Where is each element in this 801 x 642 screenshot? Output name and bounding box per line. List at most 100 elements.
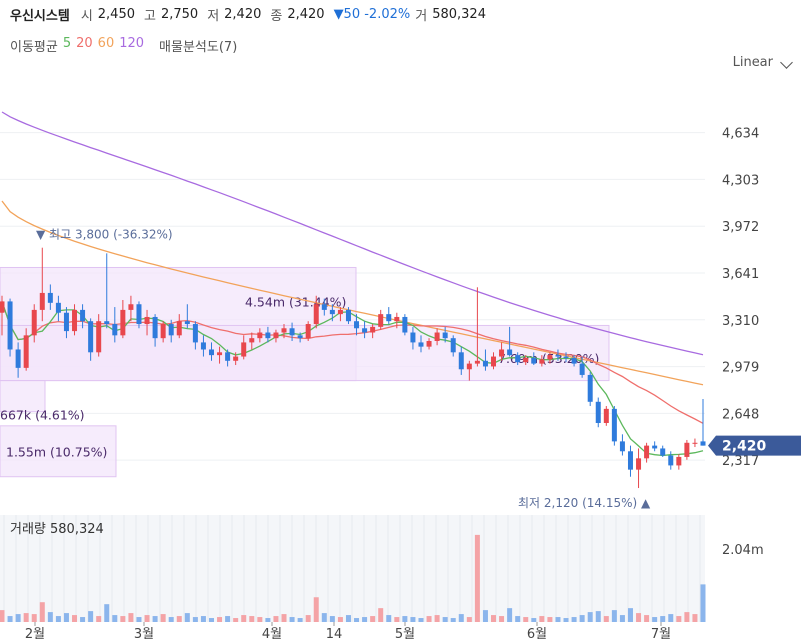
price-header: 우신시스템 시 2,450 고 2,750 저 2,420 종 2,420 ▼5… <box>10 4 490 24</box>
candle-body <box>410 332 416 343</box>
candle-body <box>434 332 440 341</box>
volume-bar <box>305 615 311 622</box>
ma-legend[interactable]: 이동평균 5 20 60 120 매물분석도(7) <box>10 36 237 55</box>
volume-bar <box>402 616 408 622</box>
volume-bar <box>595 611 601 622</box>
candle-body <box>619 441 625 452</box>
candle-body <box>80 309 86 322</box>
candle-body <box>55 302 61 313</box>
candle-body <box>402 316 408 333</box>
candle-body <box>523 357 529 363</box>
candle-body <box>499 349 505 357</box>
volume-bar <box>208 618 214 622</box>
y-tick-label: 3,310 <box>722 314 759 329</box>
volume-bar <box>120 616 126 622</box>
candle-body <box>354 321 360 329</box>
candle-body <box>442 332 448 339</box>
candle-body <box>0 301 5 313</box>
volume-bar <box>563 618 569 622</box>
low-label: 저 <box>207 8 220 24</box>
candle-body <box>555 355 561 357</box>
volume-bar <box>636 613 642 622</box>
volume-tick-label: 2.04m <box>722 543 764 558</box>
candle-body <box>603 408 609 423</box>
candle-body <box>128 304 134 310</box>
volume-bar <box>273 616 279 622</box>
max-price-annotation: ▼ 최고 3,800 (-36.32%) <box>36 228 173 242</box>
candle-body <box>184 321 190 325</box>
ma120-legend: 120 <box>119 36 145 51</box>
volume-bar <box>297 618 303 622</box>
candle-body <box>418 342 424 347</box>
volume-bar <box>63 613 69 622</box>
candle-body <box>160 324 166 339</box>
volume-bar <box>692 614 698 622</box>
candle-body <box>104 321 110 325</box>
volume-bar <box>313 597 319 622</box>
candle-body <box>120 309 126 336</box>
candle-body <box>378 314 384 327</box>
volume-bar <box>329 616 335 622</box>
volume-profile-bar <box>0 380 46 413</box>
volume-bar <box>507 608 513 622</box>
volume-bar <box>152 616 158 622</box>
volume-bar <box>523 617 529 622</box>
candle-body <box>305 324 311 339</box>
volume-bar <box>217 617 223 622</box>
volume-bar <box>474 534 480 622</box>
volume-bar <box>31 614 37 622</box>
candle-body <box>289 328 295 336</box>
volume-bar <box>644 615 650 622</box>
volume-bar <box>104 604 110 622</box>
candle-body <box>362 328 368 333</box>
candle-body <box>192 324 198 343</box>
volume-bar <box>579 615 585 622</box>
candle-body <box>394 316 400 322</box>
volume-bar <box>233 618 239 622</box>
volume-bar <box>547 617 553 622</box>
volume-bar <box>136 617 142 622</box>
volume-bar <box>23 613 29 622</box>
high-value: 2,750 <box>160 6 199 22</box>
candle-body <box>370 326 376 333</box>
candle-body <box>144 316 150 325</box>
y-tick-label: 3,972 <box>722 220 759 235</box>
open-label: 시 <box>80 8 93 24</box>
close-value: 2,420 <box>287 6 325 22</box>
candle-body <box>337 309 343 315</box>
x-tick-label: 3월 <box>134 627 154 642</box>
ma20-line <box>1 301 704 424</box>
ma60-line <box>1 200 704 386</box>
x-tick-label: 7월 <box>651 627 671 642</box>
candle-body <box>644 445 650 459</box>
candle-body <box>249 338 255 343</box>
candle-body <box>136 304 142 325</box>
volume-bar <box>684 612 690 622</box>
volume-bar <box>345 615 351 622</box>
candle-body <box>684 442 690 457</box>
x-tick-label: 6월 <box>527 627 547 642</box>
candle-body <box>660 448 666 456</box>
volume-bar <box>676 616 682 622</box>
candle-body <box>72 309 78 332</box>
candle-body <box>491 356 497 367</box>
volume-bar <box>0 610 5 622</box>
volume-label: 거 <box>415 8 428 24</box>
volume-bar <box>627 608 633 622</box>
volume-bar <box>434 615 440 622</box>
candle-body <box>15 349 21 368</box>
volume-bar <box>531 618 537 622</box>
scale-mode-select[interactable]: Linear <box>732 55 773 70</box>
volume-bar <box>587 612 593 622</box>
candle-body <box>31 309 37 336</box>
volume-bar <box>571 617 577 622</box>
volume-bar <box>168 617 174 622</box>
volume-bar <box>499 616 505 622</box>
candle-body <box>208 349 214 356</box>
volume-bar <box>128 613 134 622</box>
ma5-legend: 5 <box>62 36 72 51</box>
volume-bar <box>39 602 45 622</box>
candle-body <box>700 441 706 446</box>
ma120-line <box>1 111 704 356</box>
